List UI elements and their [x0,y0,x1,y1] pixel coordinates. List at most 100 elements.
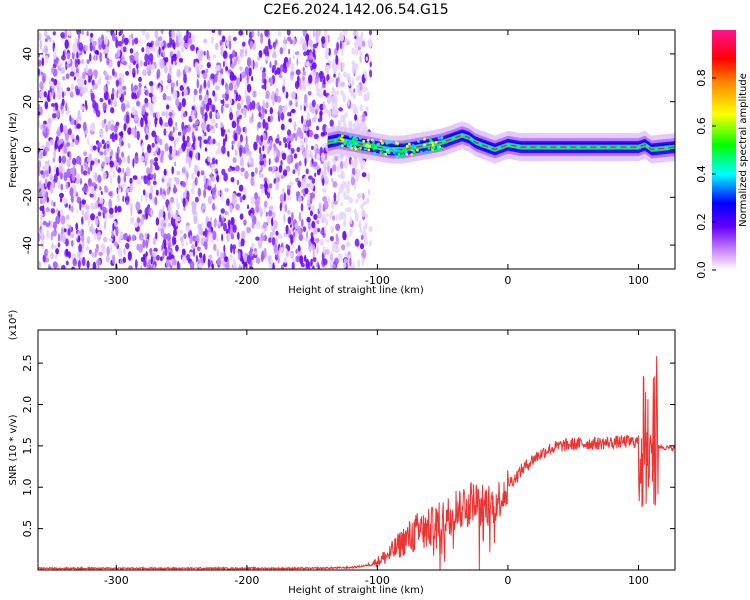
x-tick-label: 100 [628,574,649,587]
noise-blob [123,248,126,256]
noise-blob [74,139,79,146]
noise-blob [178,57,184,63]
noise-blob [248,31,253,39]
noise-blob [263,206,266,213]
noise-blob [70,82,75,91]
trace-speckle [440,146,444,150]
noise-blob [295,248,298,255]
noise-blob [195,254,198,263]
noise-blob [301,218,304,228]
noise-blob [327,196,331,203]
noise-blob [89,53,92,62]
noise-blob [99,97,104,103]
noise-blob [315,82,319,92]
noise-blob [208,254,213,259]
noise-blob [312,226,318,235]
noise-blob [89,37,93,43]
noise-blob [222,98,225,107]
noise-blob [86,208,90,218]
noise-blob [46,229,50,240]
noise-blob [317,264,320,269]
noise-blob [82,46,85,53]
noise-blob [99,52,103,62]
noise-blob [278,165,283,173]
noise-blob [251,30,255,38]
noise-blob [186,141,191,148]
noise-blob [87,167,91,175]
noise-blob [345,241,351,247]
noise-blob [335,233,339,243]
noise-blob [350,176,355,186]
noise-blob [332,164,337,173]
noise-blob [282,169,288,177]
noise-blob [295,69,301,76]
noise-blob [305,183,311,188]
noise-blob [73,76,76,81]
noise-blob [43,173,46,179]
noise-blob [142,239,146,249]
noise-blob [203,139,208,144]
noise-blob [304,237,309,242]
noise-blob [236,116,240,124]
noise-blob [343,219,347,228]
noise-blob [125,242,130,250]
noise-blob [305,168,309,175]
noise-blob [193,88,198,96]
noise-blob [50,208,56,214]
noise-blob [291,212,294,221]
noise-blob [67,30,72,37]
noise-blob [191,114,196,121]
noise-blob [224,187,229,193]
noise-blob [194,120,199,126]
noise-blob [247,102,250,112]
noise-blob [63,144,68,155]
noise-blob [166,84,169,90]
noise-blob [220,208,225,214]
noise-blob [167,211,171,220]
noise-blob [43,91,47,98]
noise-blob [276,67,281,75]
noise-blob [231,196,237,206]
noise-blob [300,203,304,212]
noise-blob [324,64,330,75]
noise-blob [164,65,168,74]
noise-blob [310,236,315,244]
noise-blob [76,209,79,214]
noise-blob [206,221,212,228]
noise-blob [109,160,114,168]
noise-blob [312,257,317,263]
noise-blob [162,93,167,101]
noise-blob [45,169,49,178]
noise-blob [265,55,269,61]
noise-blob [66,52,70,59]
noise-blob [168,66,172,76]
noise-blob [279,47,284,55]
noise-blob [196,165,200,172]
noise-blob [227,219,231,228]
noise-blob [122,61,128,66]
noise-blob [38,119,41,129]
noise-blob [57,166,63,174]
noise-blob [260,135,264,142]
noise-blob [164,122,169,128]
noise-blob [239,196,243,203]
noise-blob [153,161,158,167]
noise-blob [164,143,169,152]
noise-blob [296,58,299,66]
noise-blob [302,66,305,73]
trace-speckle [340,132,344,136]
trace-speckle [349,134,352,138]
noise-blob [65,248,69,257]
noise-blob [255,257,261,264]
noise-blob [140,117,144,128]
noise-blob [238,30,244,36]
noise-blob [51,85,56,90]
noise-blob [300,104,303,111]
noise-blob [272,98,275,107]
noise-blob [338,212,343,221]
trace-speckle [425,150,429,154]
trace-speckle [440,136,444,140]
noise-blob [289,133,294,142]
noise-blob [241,230,246,239]
